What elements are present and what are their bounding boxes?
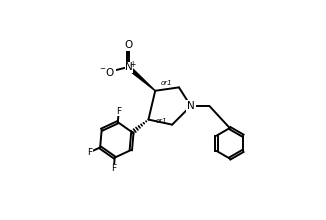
Text: F: F (111, 164, 116, 173)
Text: N: N (125, 62, 133, 72)
Text: F: F (88, 148, 93, 157)
Text: $^{-}$O: $^{-}$O (99, 66, 115, 78)
Text: or1: or1 (155, 118, 167, 124)
Text: or1: or1 (161, 80, 173, 86)
Text: F: F (116, 107, 121, 116)
Text: O: O (124, 40, 132, 50)
Polygon shape (127, 66, 155, 91)
Text: N: N (187, 101, 195, 111)
Text: +: + (130, 59, 136, 68)
